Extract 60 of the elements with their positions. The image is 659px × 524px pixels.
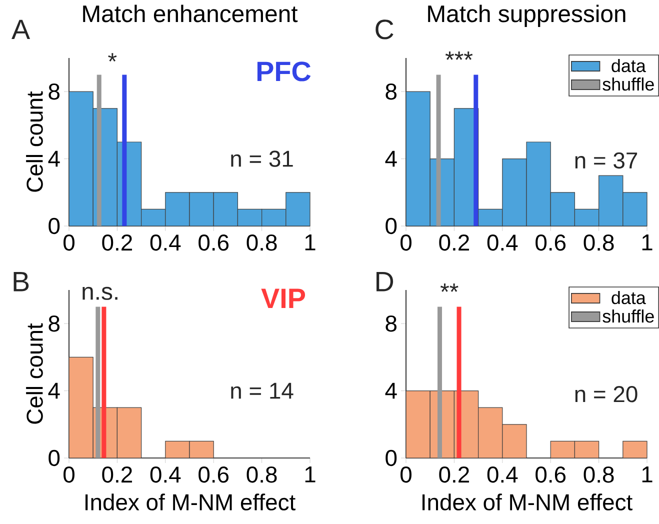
x-tick-label: 0.2 [102,466,132,483]
annotation: VIP [261,288,306,308]
chart-title: Match suppression [428,4,626,27]
x-tick-label: 0.4 [150,466,181,483]
x-tick-label: 1 [305,234,316,250]
legend-label: data [612,59,646,72]
x-axis-title: Index of M-NM effect [85,494,296,510]
y-tick-label: 4 [385,150,397,167]
y-tick-label: 8 [386,83,396,100]
y-tick-label: 8 [48,83,60,100]
text: A [12,20,30,40]
x-tick-label: 1 [642,466,652,482]
x-tick-label: 0.8 [584,466,614,483]
annotation: * [108,53,117,62]
x-tick-label: 0 [64,466,74,483]
x-tick-label: 0 [64,234,74,251]
x-tick-label: 0.4 [150,234,181,251]
x-tick-label: 0.6 [536,466,566,483]
y-tick-label: 0 [386,218,397,234]
y-tick-label: 8 [386,315,396,332]
x-tick-label: 0.2 [102,234,132,251]
x-tick-label: 0.8 [246,234,277,251]
x-tick-label: 0.6 [536,234,566,251]
y-axis-title: Cell count [26,91,43,192]
x-tick-label: 0.8 [584,234,614,251]
x-tick-label: 0.4 [487,466,518,483]
x-tick-label: 0 [400,466,412,483]
y-tick-label: 4 [385,382,397,399]
x-axis-title: Index of M-NM effect [422,494,632,510]
annotation: n = 20 [575,386,638,402]
y-tick-label: 0 [48,218,60,234]
x-tick-label: 0.4 [487,234,518,251]
x-tick-label: 0.2 [439,234,469,251]
x-tick-label: 0.6 [198,234,229,251]
y-tick-label: 4 [48,382,60,399]
annotation: n = 14 [231,382,294,399]
annotation: *** [445,51,473,60]
legend-label: data [612,291,646,304]
x-tick-label: 0 [400,234,412,251]
y-tick-label: 0 [48,450,60,466]
legend-label: shuffle [602,309,654,323]
text: B [14,272,29,292]
x-tick-label: 0.8 [246,466,277,483]
text: D [376,272,394,292]
x-tick-label: 1 [305,466,316,482]
text: C [376,20,394,40]
y-tick-label: 8 [48,315,60,332]
legend-label: shuffle [602,77,654,91]
annotation: PFC [257,62,311,82]
chart-title: Match enhancement [83,4,298,22]
y-tick-label: 0 [386,450,397,466]
x-tick-label: 1 [642,234,652,250]
annotation: ** [440,283,458,292]
annotation: n = 37 [575,152,638,169]
annotation: n.s. [82,286,118,300]
x-tick-label: 0.6 [198,466,229,483]
annotation: n = 31 [231,150,293,167]
y-tick-label: 4 [48,150,60,167]
x-tick-label: 0.2 [439,466,469,483]
y-axis-title: Cell count [26,323,43,424]
